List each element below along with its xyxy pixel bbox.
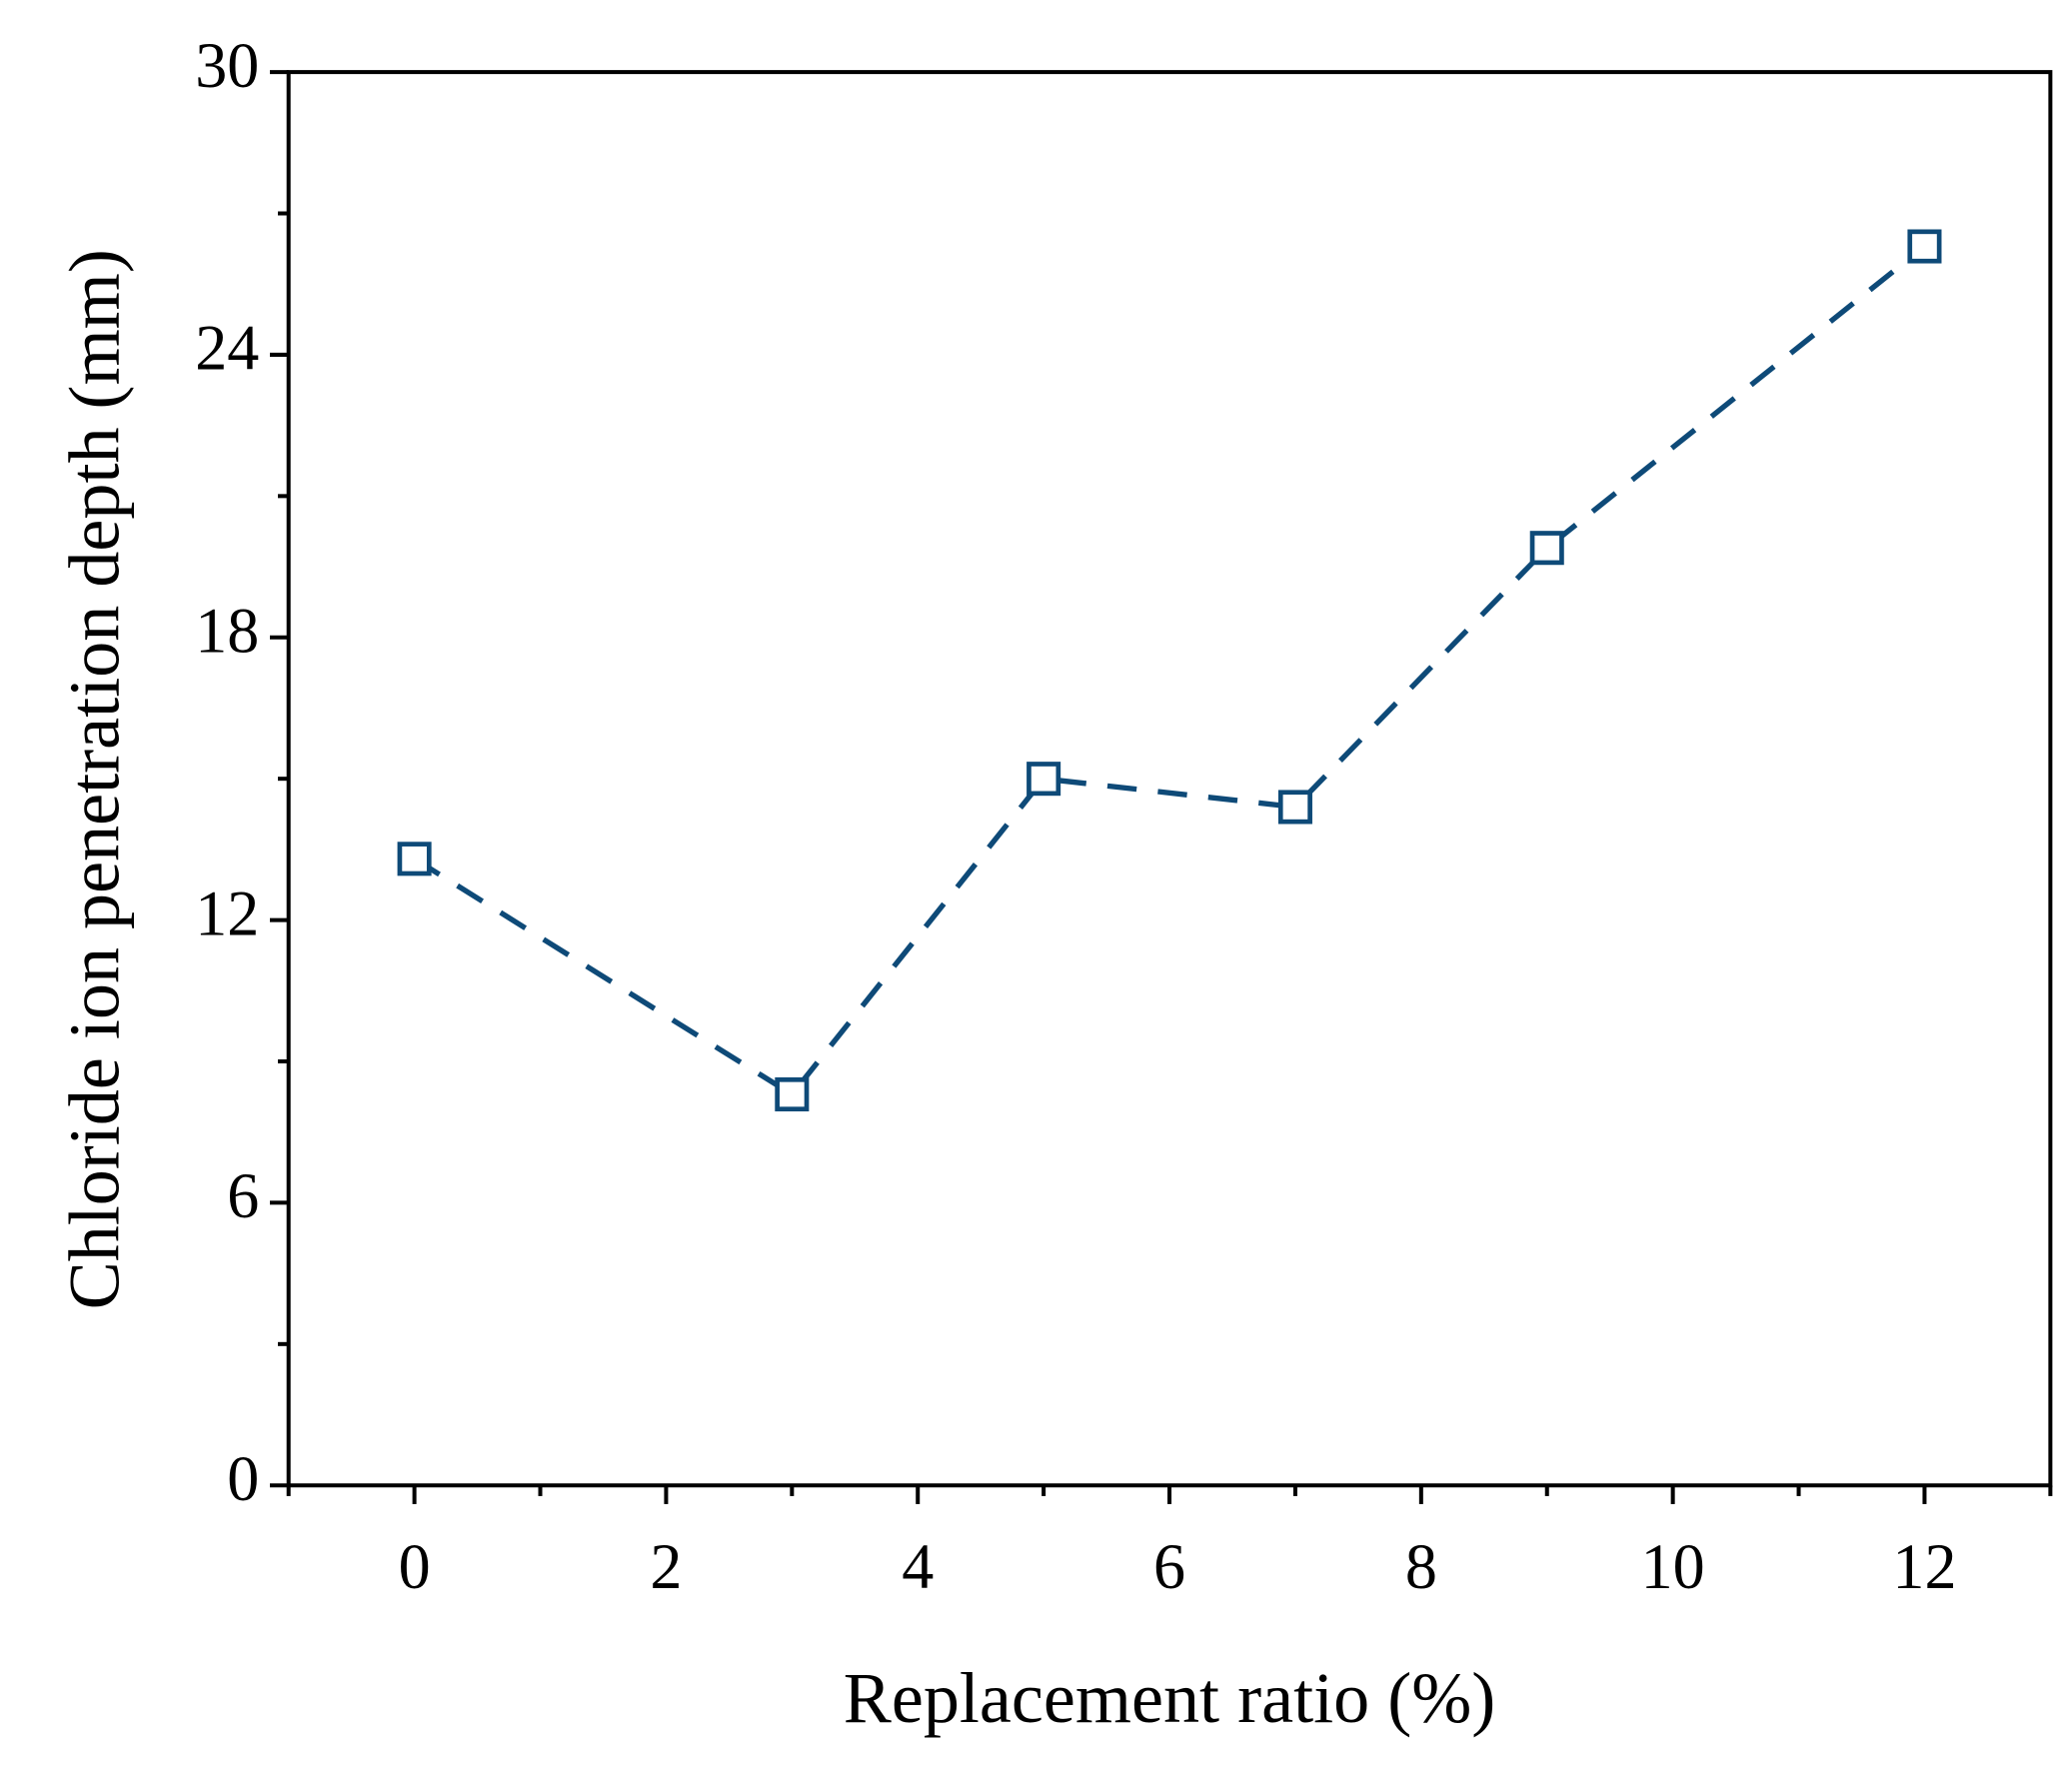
x-tick-label: 2 (650, 1531, 682, 1602)
y-tick-label: 24 (195, 313, 259, 384)
data-line (413, 244, 1927, 1098)
data-marker (1277, 790, 1312, 825)
x-tick-label: 10 (1641, 1531, 1705, 1602)
x-tick-label: 12 (1892, 1531, 1956, 1602)
data-marker (1529, 531, 1564, 566)
data-marker (1907, 229, 1942, 264)
y-tick-label: 18 (195, 595, 259, 666)
y-tick-label: 30 (195, 30, 259, 101)
plot-frame (286, 70, 2053, 1488)
y-axis-label: Chloride ion penetration depth (mm) (54, 249, 134, 1309)
data-marker (775, 1076, 810, 1112)
y-tick-label: 0 (227, 1443, 259, 1514)
x-tick-label: 4 (902, 1531, 934, 1602)
y-tick-label: 12 (195, 878, 259, 948)
data-marker (1027, 762, 1061, 797)
x-tick-label: 8 (1405, 1531, 1437, 1602)
x-tick-label: 0 (399, 1531, 431, 1602)
y-tick-label: 6 (227, 1160, 259, 1231)
x-tick-label: 6 (1153, 1531, 1185, 1602)
data-marker (397, 842, 432, 877)
x-axis-label: Replacement ratio (%) (844, 1658, 1496, 1738)
